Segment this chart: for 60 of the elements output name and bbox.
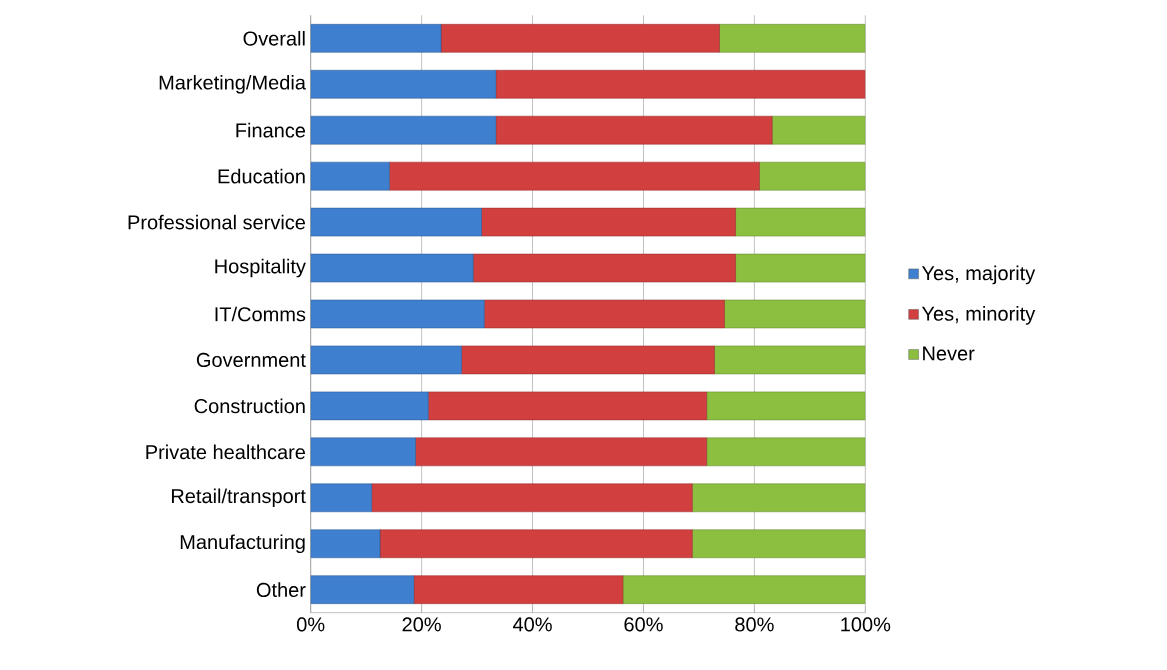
bar <box>310 483 372 513</box>
bar <box>415 437 707 467</box>
legend-label: Yes, majority <box>921 265 1036 285</box>
bar <box>310 24 442 53</box>
bar <box>724 299 866 329</box>
y-tick-label: Other <box>256 582 306 598</box>
x-tick-label: 80% <box>735 617 774 632</box>
bar <box>310 299 485 329</box>
x-tick-label: 0% <box>296 617 325 632</box>
bar <box>310 161 390 191</box>
bar <box>759 161 866 191</box>
bar <box>310 345 462 375</box>
bar <box>484 299 725 329</box>
legend-label: Yes, minority <box>921 306 1036 325</box>
bar <box>310 253 474 283</box>
y-tick-label: Finance <box>236 122 306 138</box>
bar <box>310 69 497 99</box>
x-tick-label: 40% <box>512 617 552 632</box>
y-tick-label: Overall <box>243 30 305 46</box>
legend-label: Never <box>923 346 975 361</box>
bar <box>481 207 736 237</box>
bar <box>622 575 866 604</box>
bar <box>379 529 693 559</box>
y-tick-label: Government <box>196 352 306 368</box>
y-tick-label: Professional service <box>128 214 306 230</box>
bar <box>371 483 693 513</box>
x-tick-label: 60% <box>624 617 663 632</box>
bar <box>440 24 720 53</box>
bar <box>389 161 760 191</box>
bar <box>310 529 381 559</box>
bar <box>714 345 866 375</box>
bar <box>472 253 736 283</box>
y-tick-label: Manufacturing <box>180 534 305 554</box>
bar <box>706 391 866 421</box>
bar <box>495 69 866 99</box>
bar <box>461 345 715 375</box>
bar <box>427 391 707 421</box>
y-tick-label: Education <box>218 168 305 184</box>
bar <box>413 575 624 604</box>
bar <box>719 24 866 53</box>
bar <box>310 575 415 604</box>
x-tick-label: 20% <box>402 617 441 632</box>
bar <box>692 483 866 513</box>
y-tick-label: Private healthcare <box>146 444 306 460</box>
bar <box>495 115 773 145</box>
bar <box>310 207 482 237</box>
bar <box>310 391 429 421</box>
bar <box>310 437 416 467</box>
bar <box>310 115 497 145</box>
y-tick-label: Retail/transport <box>171 488 306 508</box>
bar <box>706 437 866 467</box>
y-tick-label: IT/Comms <box>215 306 306 322</box>
bar <box>735 253 866 283</box>
bar <box>692 529 866 559</box>
bar <box>771 115 866 145</box>
bar <box>735 207 866 237</box>
y-tick-label: Hospitality <box>215 258 306 278</box>
y-tick-label: Marketing/Media <box>159 74 306 94</box>
y-tick-label: Construction <box>194 398 305 414</box>
x-tick-label: 100% <box>841 617 891 632</box>
